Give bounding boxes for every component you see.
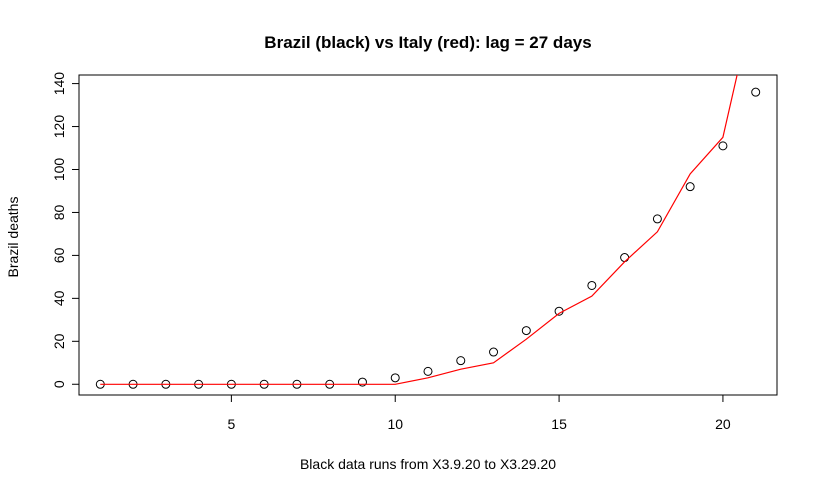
brazil-data-point bbox=[521, 326, 531, 336]
brazil-data-point bbox=[357, 377, 367, 387]
brazil-data-point bbox=[751, 87, 761, 97]
x-tick-label: 5 bbox=[227, 416, 235, 432]
y-axis-label: Brazil deaths bbox=[5, 197, 21, 278]
brazil-data-point bbox=[456, 356, 466, 366]
brazil-data-point bbox=[489, 347, 499, 357]
y-tick-label: 140 bbox=[51, 72, 67, 96]
x-tick-label: 10 bbox=[387, 416, 403, 432]
y-tick-label: 20 bbox=[51, 333, 67, 349]
x-axis-label: Black data runs from X3.9.20 to X3.29.20 bbox=[300, 456, 556, 472]
italy-series-line bbox=[100, 75, 738, 385]
brazil-data-point bbox=[685, 182, 695, 192]
series-layer bbox=[95, 75, 761, 389]
x-axis: 5 10 15 20 bbox=[227, 394, 731, 432]
y-axis: 0 20 40 60 80 100 120 140 bbox=[51, 72, 80, 388]
y-tick-label: 100 bbox=[51, 158, 67, 182]
y-tick-label: 60 bbox=[51, 247, 67, 263]
chart-title: Brazil (black) vs Italy (red): lag = 27 … bbox=[264, 33, 591, 52]
brazil-data-point bbox=[587, 280, 597, 290]
x-tick-label: 15 bbox=[551, 416, 567, 432]
y-tick-label: 40 bbox=[51, 290, 67, 306]
x-tick-label: 20 bbox=[715, 416, 731, 432]
y-tick-label: 80 bbox=[51, 204, 67, 220]
brazil-data-point bbox=[390, 373, 400, 383]
brazil-data-point bbox=[652, 214, 662, 224]
plot-frame bbox=[78, 74, 778, 396]
y-tick-label: 120 bbox=[51, 115, 67, 139]
y-tick-label: 0 bbox=[51, 380, 67, 388]
brazil-data-point bbox=[620, 253, 630, 263]
brazil-data-point bbox=[718, 141, 728, 151]
brazil-data-point bbox=[423, 366, 433, 376]
